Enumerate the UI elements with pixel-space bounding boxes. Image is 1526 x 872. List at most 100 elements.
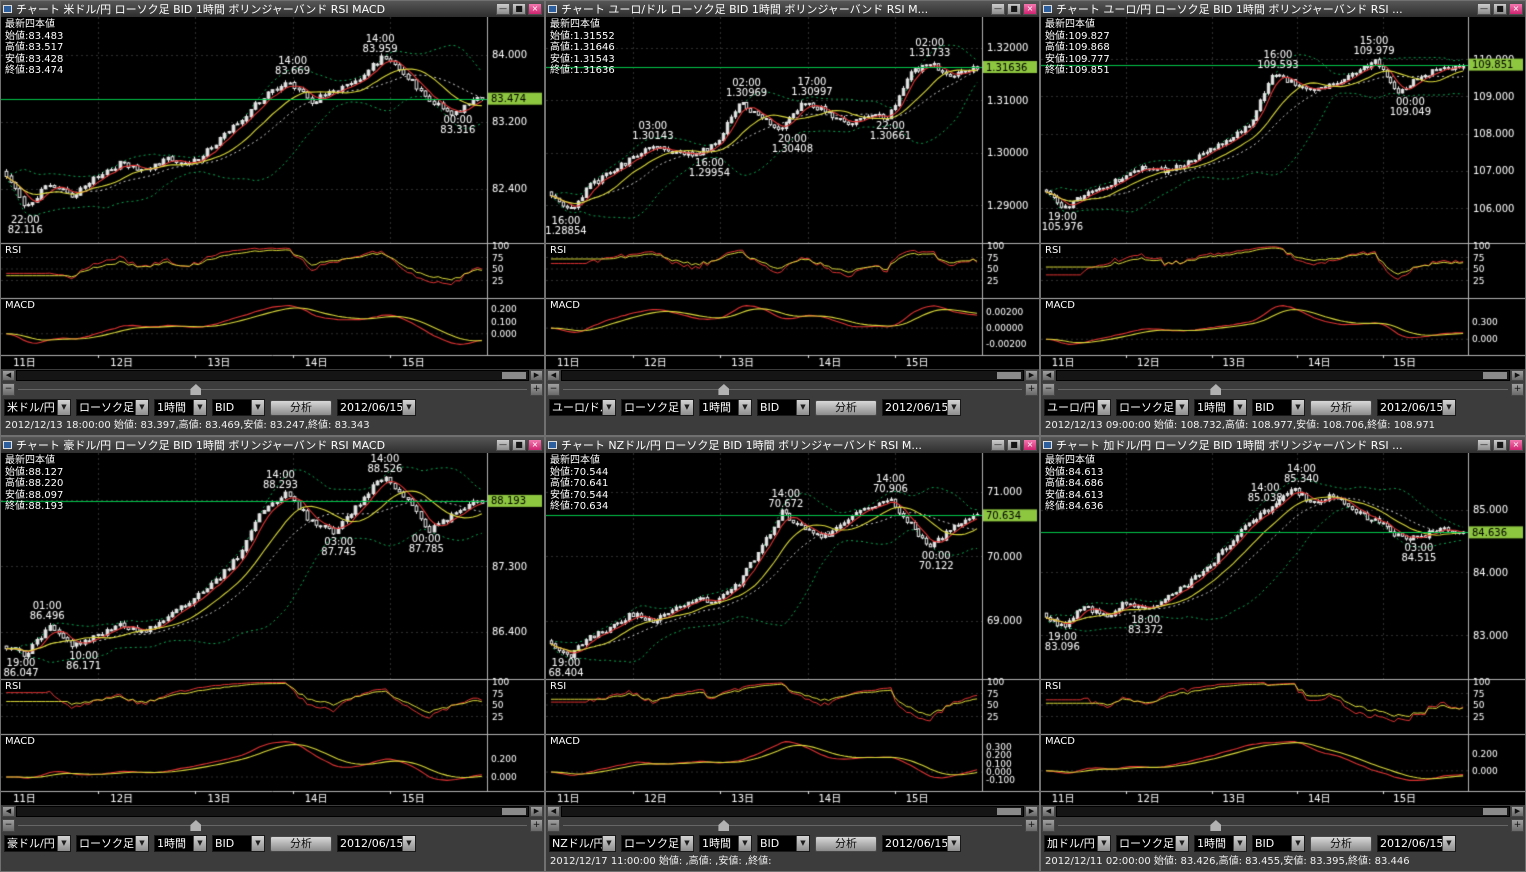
date-select[interactable]: 2012/06/15 ▼ (337, 835, 416, 852)
chevron-down-icon[interactable]: ▼ (1291, 400, 1304, 415)
zoom-handle[interactable] (190, 820, 202, 831)
scroll-thumb[interactable] (502, 372, 526, 379)
zoom-out-button[interactable]: − (1042, 383, 1055, 396)
chart-style-select[interactable]: ローソク足 ▼ (1116, 399, 1189, 416)
zoom-handle[interactable] (190, 384, 202, 395)
minimize-button[interactable]: — (496, 439, 510, 451)
chart-style-select[interactable]: ローソク足 ▼ (1116, 835, 1189, 852)
chevron-down-icon[interactable]: ▼ (947, 400, 960, 415)
maximize-button[interactable]: ■ (1493, 3, 1507, 15)
interval-select[interactable]: 1時間 ▼ (699, 399, 752, 416)
close-button[interactable]: × (528, 439, 542, 451)
date-select[interactable]: 2012/06/15 ▼ (1377, 399, 1456, 416)
scroll-right-button[interactable]: ▶ (530, 806, 543, 817)
zoom-track[interactable] (16, 819, 529, 832)
minimize-button[interactable]: — (1477, 3, 1491, 15)
zoom-track[interactable] (561, 819, 1024, 832)
date-select[interactable]: 2012/06/15 ▼ (337, 399, 416, 416)
close-button[interactable]: × (1023, 439, 1037, 451)
pair-select[interactable]: 豪ドル/円 ▼ (4, 835, 71, 852)
zoom-track[interactable] (1056, 819, 1510, 832)
date-select[interactable]: 2012/06/15 ▼ (882, 399, 961, 416)
analyze-button[interactable]: 分析 (815, 835, 877, 852)
pair-select[interactable]: 加ドル/円 ▼ (1044, 835, 1111, 852)
price-chart-canvas[interactable] (1041, 17, 1525, 369)
interval-select[interactable]: 1時間 ▼ (1194, 835, 1247, 852)
scroll-thumb[interactable] (502, 808, 526, 815)
scroll-thumb[interactable] (1483, 372, 1507, 379)
pair-select[interactable]: ユーロ/ドル ▼ (549, 399, 616, 416)
close-button[interactable]: × (1509, 439, 1523, 451)
scroll-thumb[interactable] (997, 372, 1021, 379)
titlebar[interactable]: チャート 米ドル/円 ローソク足 BID 1時間 ボリンジャーバンド RSI M… (1, 1, 544, 17)
chevron-down-icon[interactable]: ▼ (602, 836, 615, 851)
date-select[interactable]: 2012/06/15 ▼ (1377, 835, 1456, 852)
titlebar[interactable]: チャート 豪ドル/円 ローソク足 BID 1時間 ボリンジャーバンド RSI M… (1, 437, 544, 453)
chevron-down-icon[interactable]: ▼ (738, 400, 751, 415)
analyze-button[interactable]: 分析 (270, 399, 332, 416)
chevron-down-icon[interactable]: ▼ (193, 836, 206, 851)
minimize-button[interactable]: — (991, 3, 1005, 15)
minimize-button[interactable]: — (991, 439, 1005, 451)
zoom-in-button[interactable]: + (1511, 383, 1524, 396)
zoom-out-button[interactable]: − (2, 383, 15, 396)
analyze-button[interactable]: 分析 (1310, 835, 1372, 852)
chevron-down-icon[interactable]: ▼ (680, 836, 693, 851)
close-button[interactable]: × (1509, 3, 1523, 15)
price-side-select[interactable]: BID ▼ (1252, 835, 1305, 852)
zoom-handle[interactable] (718, 384, 730, 395)
price-chart-canvas[interactable] (1, 453, 544, 805)
price-side-select[interactable]: BID ▼ (757, 835, 810, 852)
chevron-down-icon[interactable]: ▼ (57, 836, 70, 851)
maximize-button[interactable]: ■ (1493, 439, 1507, 451)
scroll-right-button[interactable]: ▶ (1025, 370, 1038, 381)
zoom-track[interactable] (16, 383, 529, 396)
scroll-thumb[interactable] (997, 808, 1021, 815)
scroll-left-button[interactable]: ◀ (1042, 806, 1055, 817)
chevron-down-icon[interactable]: ▼ (57, 400, 70, 415)
scroll-track[interactable] (16, 370, 529, 381)
chevron-down-icon[interactable]: ▼ (1097, 836, 1110, 851)
price-side-select[interactable]: BID ▼ (757, 399, 810, 416)
pair-select[interactable]: NZドル/円 ▼ (549, 835, 616, 852)
chevron-down-icon[interactable]: ▼ (1175, 400, 1188, 415)
chart-style-select[interactable]: ローソク足 ▼ (621, 835, 694, 852)
maximize-button[interactable]: ■ (512, 439, 526, 451)
price-chart-canvas[interactable] (1041, 453, 1525, 805)
titlebar[interactable]: チャート ユーロ/ドル ローソク足 BID 1時間 ボリンジャーバンド RSI … (546, 1, 1039, 17)
scroll-left-button[interactable]: ◀ (547, 370, 560, 381)
zoom-out-button[interactable]: − (547, 383, 560, 396)
zoom-track[interactable] (1056, 383, 1510, 396)
pair-select[interactable]: ユーロ/円 ▼ (1044, 399, 1111, 416)
scroll-right-button[interactable]: ▶ (1511, 370, 1524, 381)
chart-style-select[interactable]: ローソク足 ▼ (76, 835, 149, 852)
maximize-button[interactable]: ■ (1007, 3, 1021, 15)
chevron-down-icon[interactable]: ▼ (135, 400, 148, 415)
scroll-thumb[interactable] (1483, 808, 1507, 815)
zoom-in-button[interactable]: + (1511, 819, 1524, 832)
scroll-track[interactable] (1056, 370, 1510, 381)
price-side-select[interactable]: BID ▼ (212, 835, 265, 852)
chevron-down-icon[interactable]: ▼ (947, 836, 960, 851)
analyze-button[interactable]: 分析 (270, 835, 332, 852)
scroll-left-button[interactable]: ◀ (2, 370, 15, 381)
zoom-handle[interactable] (1210, 384, 1222, 395)
chevron-down-icon[interactable]: ▼ (135, 836, 148, 851)
chevron-down-icon[interactable]: ▼ (738, 836, 751, 851)
zoom-handle[interactable] (718, 820, 730, 831)
pair-select[interactable]: 米ドル/円 ▼ (4, 399, 71, 416)
zoom-in-button[interactable]: + (1025, 819, 1038, 832)
zoom-out-button[interactable]: − (2, 819, 15, 832)
chevron-down-icon[interactable]: ▼ (251, 400, 264, 415)
chevron-down-icon[interactable]: ▼ (1097, 400, 1110, 415)
chevron-down-icon[interactable]: ▼ (680, 400, 693, 415)
chevron-down-icon[interactable]: ▼ (402, 836, 415, 851)
chevron-down-icon[interactable]: ▼ (1233, 400, 1246, 415)
close-button[interactable]: × (528, 3, 542, 15)
chevron-down-icon[interactable]: ▼ (193, 400, 206, 415)
date-select[interactable]: 2012/06/15 ▼ (882, 835, 961, 852)
chevron-down-icon[interactable]: ▼ (796, 836, 809, 851)
interval-select[interactable]: 1時間 ▼ (154, 835, 207, 852)
chevron-down-icon[interactable]: ▼ (602, 400, 615, 415)
price-side-select[interactable]: BID ▼ (212, 399, 265, 416)
